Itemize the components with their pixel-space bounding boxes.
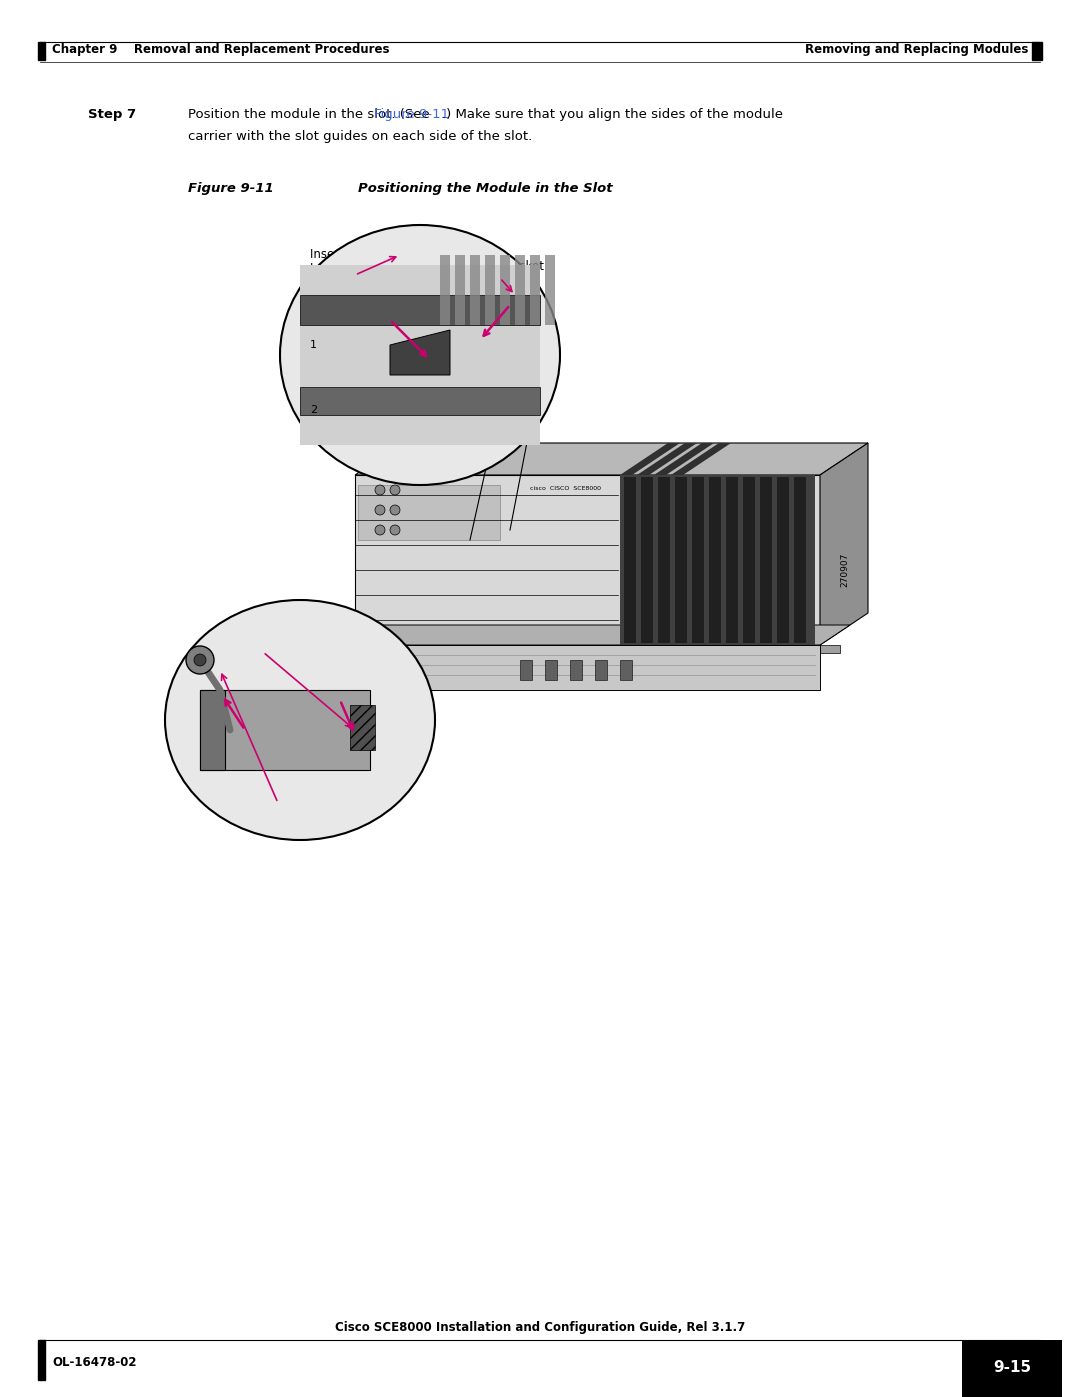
Bar (350, 705, 375, 750)
Polygon shape (820, 443, 868, 645)
Text: Figure 9-11: Figure 9-11 (188, 182, 273, 196)
Bar (335, 645, 840, 652)
Bar (519, 659, 532, 680)
Circle shape (280, 664, 291, 673)
Bar (658, 476, 670, 643)
Text: Chapter 9    Removal and Replacement Procedures: Chapter 9 Removal and Replacement Proced… (52, 43, 390, 56)
Polygon shape (671, 443, 731, 475)
Polygon shape (355, 475, 820, 645)
Circle shape (186, 645, 214, 673)
Bar (642, 476, 653, 643)
Circle shape (264, 664, 273, 673)
Bar (545, 659, 557, 680)
Ellipse shape (280, 225, 561, 485)
Polygon shape (220, 624, 850, 645)
Bar (38, 1340, 45, 1380)
Bar (777, 476, 789, 643)
Polygon shape (390, 330, 450, 374)
Bar (726, 476, 738, 643)
Text: 9-15: 9-15 (993, 1361, 1031, 1376)
Text: Figure 9-11: Figure 9-11 (374, 108, 449, 122)
Bar (530, 256, 540, 326)
Text: Cisco SCE8000 Installation and Configuration Guide, Rel 3.1.7: Cisco SCE8000 Installation and Configura… (335, 1322, 745, 1334)
Bar (595, 659, 607, 680)
Bar (300, 295, 540, 326)
Text: Positioning the Module in the Slot: Positioning the Module in the Slot (357, 182, 612, 196)
Polygon shape (620, 443, 680, 475)
Circle shape (390, 525, 400, 535)
Circle shape (375, 504, 384, 515)
Bar (708, 476, 721, 643)
Circle shape (245, 664, 255, 673)
Bar (515, 256, 525, 326)
Text: Removing and Replacing Modules: Removing and Replacing Modules (805, 43, 1028, 56)
Text: Insert module
between slot guides: Insert module between slot guides (310, 249, 429, 277)
Bar (500, 256, 510, 326)
Bar (200, 690, 370, 770)
Bar (624, 476, 636, 643)
Bar (1032, 42, 1042, 60)
Bar (455, 256, 465, 326)
Bar (357, 485, 500, 541)
Bar (200, 690, 225, 770)
Bar (760, 476, 772, 643)
Text: EMI gasket: EMI gasket (200, 638, 264, 651)
Circle shape (375, 485, 384, 495)
Circle shape (375, 525, 384, 535)
Bar (570, 659, 582, 680)
Circle shape (194, 654, 206, 666)
Bar (470, 256, 480, 326)
Bar (220, 645, 820, 690)
Text: OL-16478-02: OL-16478-02 (52, 1355, 136, 1369)
Bar (675, 476, 687, 643)
Polygon shape (654, 443, 714, 475)
Bar (485, 256, 495, 326)
Bar (620, 659, 632, 680)
Bar (300, 265, 540, 446)
Bar (300, 387, 540, 415)
Polygon shape (637, 443, 697, 475)
Text: 1: 1 (310, 339, 318, 351)
Text: carrier with the slot guides on each side of the slot.: carrier with the slot guides on each sid… (188, 130, 532, 142)
Bar (38, 42, 45, 60)
Text: Ejector lever fully
extended: Ejector lever fully extended (220, 789, 324, 819)
Bar (743, 476, 755, 643)
Bar (794, 476, 806, 643)
Text: Position the module in the slot. (See: Position the module in the slot. (See (188, 108, 434, 122)
Circle shape (390, 485, 400, 495)
Text: .) Make sure that you align the sides of the module: .) Make sure that you align the sides of… (442, 108, 783, 122)
Bar (692, 476, 704, 643)
Bar (440, 256, 450, 326)
Bar (620, 475, 815, 645)
Text: 270907: 270907 (840, 553, 850, 587)
Text: cisco  CISCO  SCE8000: cisco CISCO SCE8000 (530, 486, 600, 490)
Text: EMI gasket: EMI gasket (480, 260, 544, 272)
Ellipse shape (165, 599, 435, 840)
Circle shape (390, 504, 400, 515)
Bar (545, 256, 555, 326)
Circle shape (230, 664, 240, 673)
Bar (962, 1340, 1062, 1397)
Text: 2: 2 (310, 405, 318, 415)
Text: Step 7: Step 7 (87, 108, 136, 122)
Polygon shape (355, 443, 868, 475)
